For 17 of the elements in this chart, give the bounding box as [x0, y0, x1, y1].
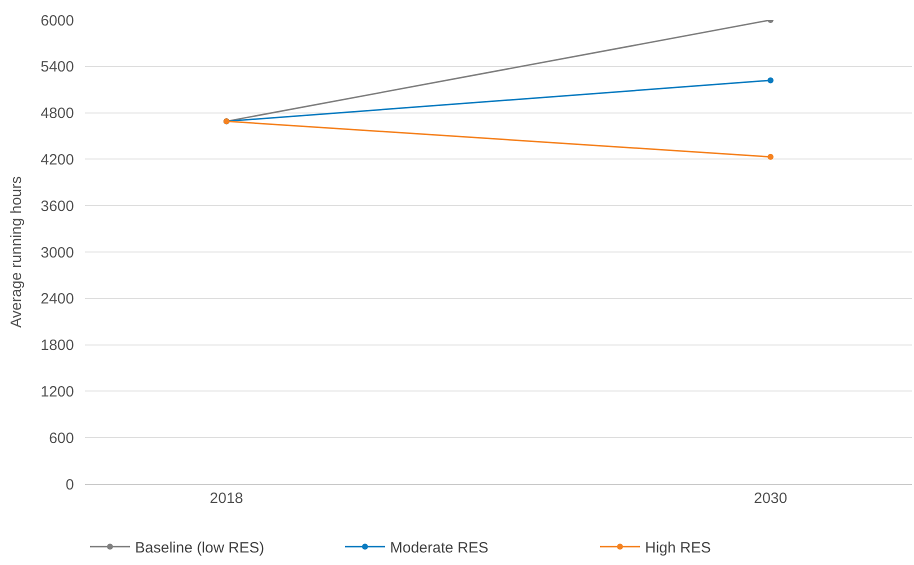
y-tick-label: 4200 — [40, 151, 74, 168]
y-tick-label: 1800 — [40, 337, 74, 354]
y-tick-label: 600 — [48, 430, 74, 447]
y-tick-label: 1200 — [40, 383, 74, 400]
y-axis-title: Average running hours — [8, 176, 25, 328]
legend-label: Baseline (low RES) — [135, 540, 264, 556]
legend-label: Moderate RES — [390, 540, 488, 556]
y-tick-label: 4800 — [40, 105, 74, 122]
y-tick-label: 2400 — [40, 290, 74, 308]
x-tick-label: 2018 — [210, 490, 244, 507]
y-tick-label: 0 — [66, 476, 74, 494]
legend-label: High RES — [645, 540, 711, 556]
y-tick-label: 3600 — [40, 198, 74, 215]
y-tick-label: 6000 — [40, 12, 74, 30]
y-tick-label: 3000 — [40, 244, 74, 262]
x-tick-label: 2030 — [754, 490, 788, 507]
y-tick-label: 5400 — [40, 58, 74, 76]
